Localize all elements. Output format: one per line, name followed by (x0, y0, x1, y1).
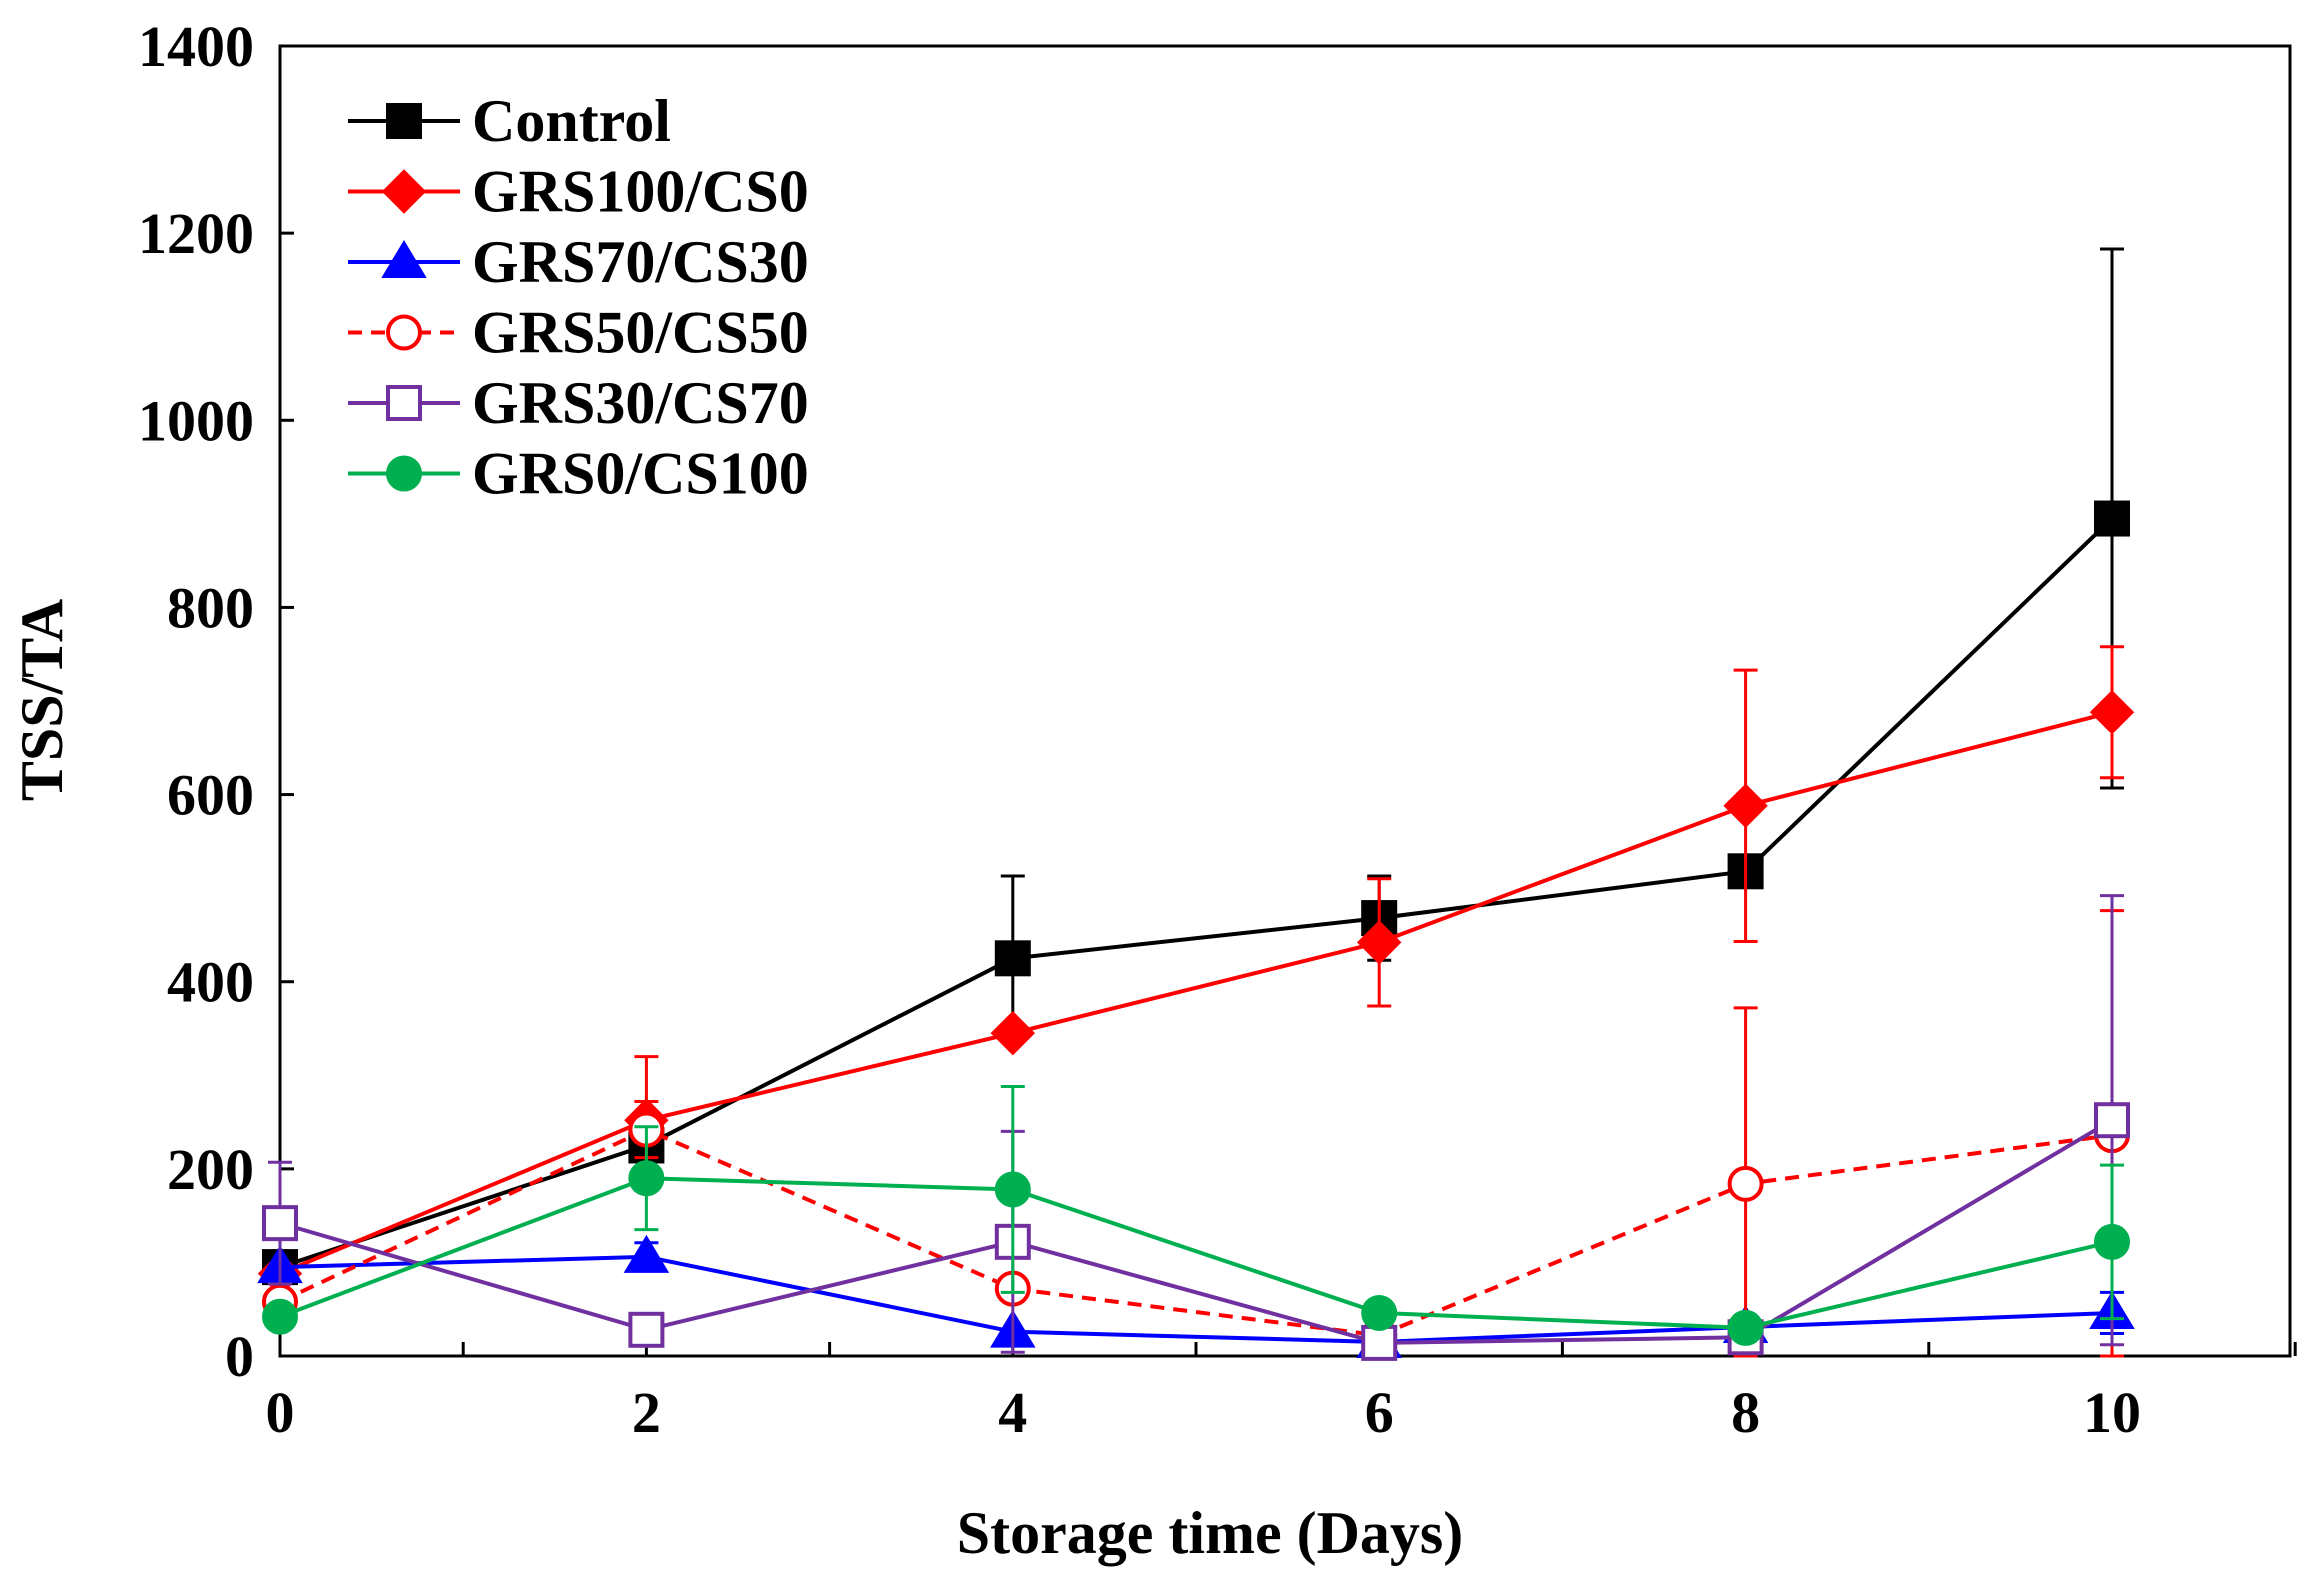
y-tick-label: 200 (167, 1137, 254, 1202)
legend-marker (381, 240, 427, 278)
x-tick-label: 8 (1731, 1380, 1760, 1445)
legend-label: Control (472, 88, 671, 154)
x-tick-label: 4 (998, 1380, 1027, 1445)
legend-marker (386, 103, 422, 139)
y-axis: 0 200 400 600 800 1000 1200 1400 (138, 14, 294, 1389)
legend-item: GRS30/CS70 (348, 370, 809, 436)
legend-item: GRS100/CS0 (348, 159, 809, 225)
series-grs0-cs100 (262, 1085, 2130, 1346)
data-point (1356, 920, 1402, 965)
data-point (628, 1311, 665, 1348)
series-grs50-cs50 (262, 909, 2130, 1358)
y-tick-label: 1400 (138, 14, 254, 79)
legend-marker (386, 314, 422, 351)
series-line (279, 710, 2113, 1276)
x-axis-title: Storage time (Days) (957, 1500, 1464, 1566)
legend: ControlGRS100/CS0GRS70/CS30GRS50/CS50GRS… (348, 88, 809, 507)
data-point (2089, 690, 2135, 735)
x-tick-label: 6 (1365, 1380, 1394, 1445)
y-tick-label: 0 (225, 1324, 254, 1389)
data-point (1361, 1324, 1398, 1361)
data-point (2094, 1223, 2130, 1260)
data-point (1361, 1294, 1398, 1331)
y-tick-label: 1200 (138, 201, 254, 266)
data-point (623, 1234, 670, 1273)
x-axis: 0 2 4 6 8 10 (266, 1342, 2297, 1445)
data-point (994, 1171, 1031, 1208)
legend-label: GRS30/CS70 (472, 370, 809, 436)
legend-marker (386, 385, 422, 421)
legend-label: GRS50/CS50 (472, 300, 809, 366)
x-tick-label: 10 (2083, 1380, 2141, 1445)
data-point (262, 1205, 298, 1242)
data-point (1727, 1309, 1764, 1346)
data-point (262, 1298, 298, 1335)
series-line (279, 1254, 2113, 1344)
legend-label: GRS100/CS0 (472, 159, 809, 225)
legend-item: GRS0/CS100 (348, 441, 809, 507)
legend-marker (386, 455, 422, 492)
y-tick-label: 800 (167, 575, 254, 640)
series-line (279, 517, 2114, 1270)
x-tick-label: 2 (632, 1380, 661, 1445)
y-tick-label: 600 (167, 763, 254, 828)
series-layer (257, 247, 2135, 1361)
series-line (279, 1118, 2114, 1345)
y-tick-label: 1000 (138, 388, 254, 453)
x-tick-label: 0 (266, 1380, 295, 1445)
plot-frame (278, 44, 2292, 1358)
y-tick-label: 400 (167, 950, 254, 1015)
legend-marker (381, 169, 427, 214)
legend-label: GRS0/CS100 (472, 441, 809, 507)
data-point (2094, 500, 2130, 537)
legend-label: GRS70/CS30 (472, 229, 809, 295)
data-point (628, 1160, 665, 1197)
series-grs30-cs70 (262, 894, 2130, 1361)
data-point (1723, 783, 1768, 829)
data-point (990, 1010, 1036, 1056)
data-point (2094, 1102, 2130, 1139)
y-axis-title: TSS/TA (9, 599, 75, 801)
legend-item: GRS70/CS30 (348, 229, 809, 295)
data-point (994, 940, 1031, 977)
legend-item: GRS50/CS50 (348, 300, 809, 366)
series-line (279, 1176, 2113, 1330)
legend-item: Control (348, 88, 671, 154)
data-point (1727, 1165, 1764, 1202)
series-grs100-cs0 (257, 645, 2135, 1296)
